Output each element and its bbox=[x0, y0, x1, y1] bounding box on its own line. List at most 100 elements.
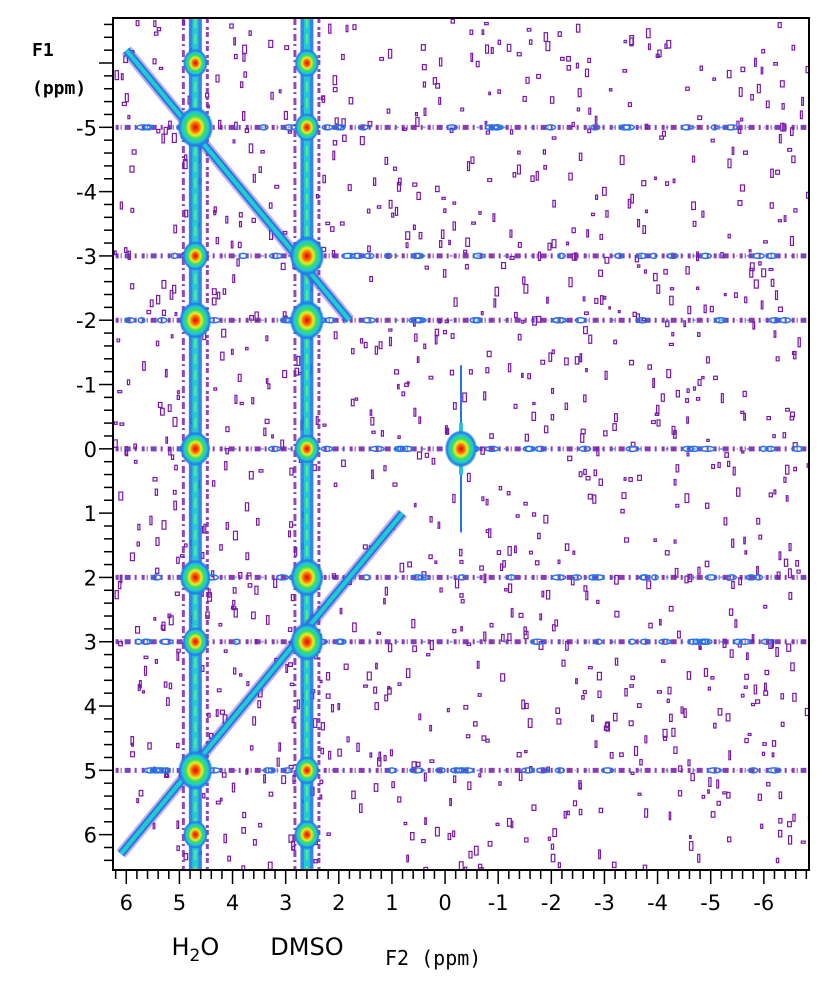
noise-speck bbox=[157, 401, 163, 409]
noise-speck bbox=[423, 343, 427, 350]
noise-speck bbox=[289, 467, 294, 476]
noise-speck bbox=[391, 212, 395, 218]
noise-speck bbox=[740, 117, 744, 122]
noise-speck bbox=[518, 612, 524, 618]
noise-speck bbox=[152, 476, 158, 482]
noise-speck bbox=[233, 37, 237, 46]
noise-speck bbox=[677, 790, 683, 797]
noise-speck bbox=[213, 206, 217, 213]
noise-speck bbox=[789, 236, 795, 247]
noise-speck bbox=[783, 476, 787, 483]
noise-speck bbox=[526, 27, 532, 32]
noise-speck bbox=[370, 416, 375, 426]
noise-speck bbox=[248, 30, 252, 36]
noise-speck bbox=[384, 156, 389, 165]
noise-speck bbox=[531, 411, 537, 421]
noise-speck bbox=[684, 493, 690, 504]
noise-speck bbox=[686, 416, 689, 424]
noise-speck bbox=[391, 781, 395, 789]
noise-speck bbox=[744, 737, 749, 744]
noise-speck bbox=[763, 604, 768, 609]
noise-speck bbox=[509, 129, 514, 135]
noise-speck bbox=[749, 267, 754, 278]
noise-speck bbox=[388, 328, 393, 332]
noise-speck bbox=[686, 388, 690, 393]
noise-speck bbox=[639, 758, 643, 766]
noise-speck bbox=[647, 43, 651, 51]
plot-area bbox=[112, 17, 810, 871]
noise-speck bbox=[325, 671, 331, 681]
noise-speck bbox=[660, 393, 665, 402]
noise-speck bbox=[416, 451, 423, 460]
noise-speck bbox=[531, 512, 537, 517]
noise-speck bbox=[450, 333, 455, 339]
noise-speck bbox=[741, 450, 745, 454]
noise-speck bbox=[215, 800, 221, 805]
noise-speck bbox=[383, 754, 387, 762]
noise-speck bbox=[668, 605, 674, 612]
noise-speck bbox=[378, 341, 383, 350]
x-tick-label: -1 bbox=[488, 891, 509, 915]
noise-speck bbox=[399, 562, 405, 573]
noise-speck bbox=[252, 716, 257, 726]
noise-speck bbox=[497, 39, 502, 46]
noise-speck bbox=[161, 520, 167, 530]
noise-speck bbox=[443, 208, 447, 214]
noise-speck bbox=[720, 393, 724, 404]
noise-speck bbox=[629, 684, 635, 688]
noise-speck bbox=[688, 840, 694, 851]
noise-speck bbox=[666, 369, 672, 379]
noise-speck bbox=[727, 233, 731, 239]
noise-speck bbox=[619, 752, 624, 758]
noise-speck bbox=[707, 686, 711, 691]
noise-speck bbox=[641, 180, 647, 187]
noise-speck bbox=[485, 529, 490, 534]
noise-speck bbox=[506, 491, 511, 496]
noise-speck bbox=[288, 662, 294, 667]
noise-speck bbox=[437, 521, 441, 529]
noise-speck bbox=[495, 822, 500, 826]
noise-speck bbox=[485, 130, 491, 135]
noise-speck bbox=[405, 231, 411, 240]
noise-speck bbox=[669, 287, 675, 291]
noise-speck bbox=[764, 669, 770, 676]
noise-speck bbox=[362, 544, 368, 550]
noise-speck bbox=[452, 201, 457, 205]
noise-speck bbox=[245, 346, 249, 351]
noise-speck bbox=[675, 503, 680, 508]
noise-speck bbox=[225, 215, 229, 224]
noise-speck bbox=[389, 749, 393, 757]
noise-speck bbox=[613, 413, 618, 423]
noise-speck bbox=[406, 854, 409, 863]
noise-speck bbox=[598, 269, 604, 277]
noise-speck bbox=[319, 679, 323, 684]
noise-speck bbox=[366, 208, 371, 214]
noise-speck bbox=[258, 822, 263, 828]
peak bbox=[182, 48, 208, 78]
horizontal-ridge bbox=[115, 638, 807, 645]
noise-speck bbox=[396, 181, 402, 192]
noise-speck bbox=[460, 626, 463, 632]
noise-speck bbox=[594, 297, 599, 305]
noise-speck bbox=[240, 81, 244, 89]
noise-speck bbox=[686, 452, 690, 457]
noise-speck bbox=[171, 132, 177, 143]
noise-speck bbox=[571, 227, 576, 234]
noise-speck bbox=[332, 86, 338, 93]
noise-speck bbox=[460, 107, 465, 112]
noise-speck bbox=[669, 295, 674, 306]
noise-speck bbox=[768, 492, 774, 498]
noise-speck bbox=[513, 403, 518, 409]
noise-speck bbox=[601, 186, 607, 196]
noise-speck bbox=[787, 147, 793, 152]
peak bbox=[182, 626, 209, 657]
noise-speck bbox=[554, 619, 559, 627]
noise-speck bbox=[492, 213, 496, 223]
noise-speck bbox=[613, 339, 618, 345]
noise-speck bbox=[532, 401, 536, 406]
noise-speck bbox=[706, 438, 710, 442]
noise-speck bbox=[780, 721, 785, 727]
noise-speck bbox=[412, 182, 418, 187]
noise-speck bbox=[497, 89, 501, 94]
noise-speck bbox=[376, 631, 382, 635]
